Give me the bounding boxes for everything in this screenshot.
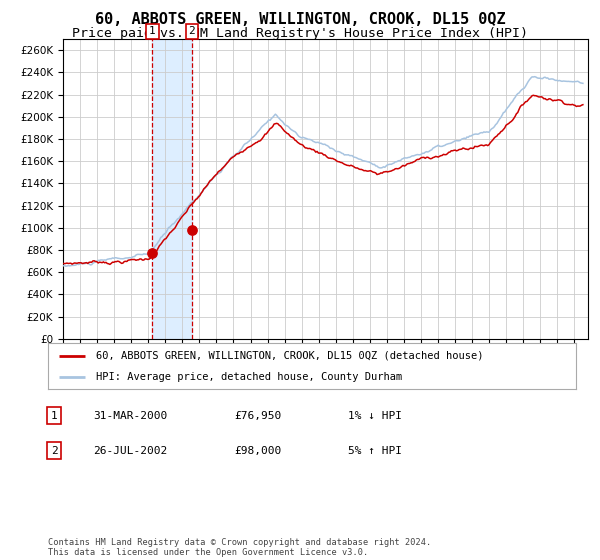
Point [187,226,197,235]
Text: Contains HM Land Registry data © Crown copyright and database right 2024.
This d: Contains HM Land Registry data © Crown c… [48,538,431,557]
Text: 60, ABBOTS GREEN, WILLINGTON, CROOK, DL15 0QZ: 60, ABBOTS GREEN, WILLINGTON, CROOK, DL1… [95,12,505,27]
Text: Price paid vs. HM Land Registry's House Price Index (HPI): Price paid vs. HM Land Registry's House … [72,27,528,40]
Text: 2: 2 [50,446,58,456]
Text: £76,950: £76,950 [234,410,281,421]
Text: 60, ABBOTS GREEN, WILLINGTON, CROOK, DL15 0QZ (detached house): 60, ABBOTS GREEN, WILLINGTON, CROOK, DL1… [95,351,483,361]
Text: 1: 1 [50,410,58,421]
Text: £98,000: £98,000 [234,446,281,456]
Point [148,249,157,258]
Text: HPI: Average price, detached house, County Durham: HPI: Average price, detached house, Coun… [95,372,402,382]
Text: 1% ↓ HPI: 1% ↓ HPI [348,410,402,421]
Bar [152,39,192,339]
Text: 26-JUL-2002: 26-JUL-2002 [93,446,167,456]
Text: 2: 2 [188,26,195,36]
Text: 5% ↑ HPI: 5% ↑ HPI [348,446,402,456]
Text: 1: 1 [149,26,156,36]
Text: 31-MAR-2000: 31-MAR-2000 [93,410,167,421]
